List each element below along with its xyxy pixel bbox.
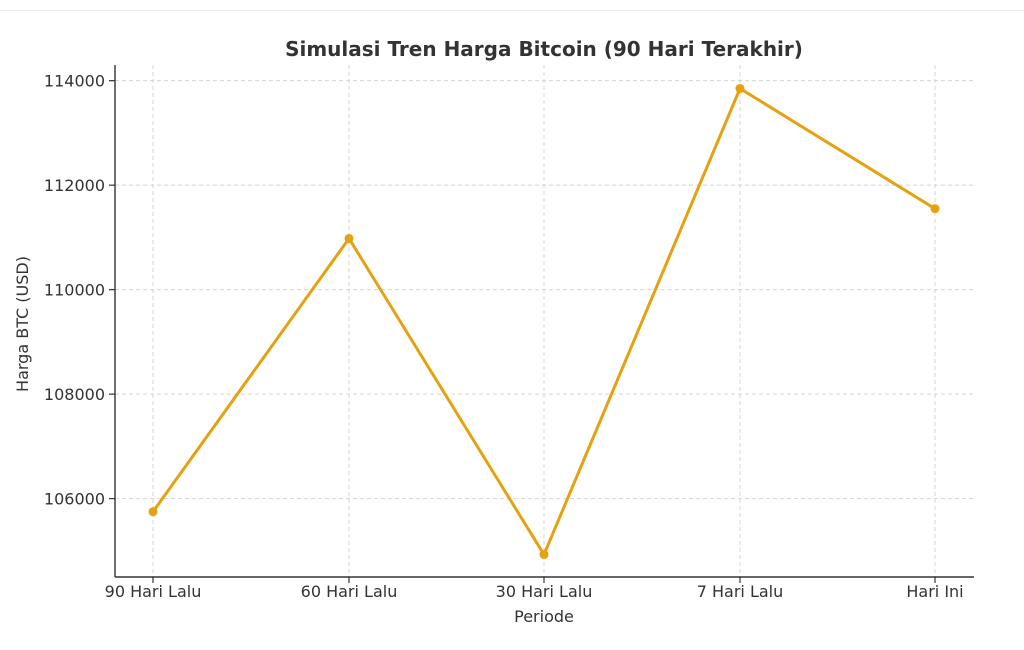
series-layer [148,84,940,560]
data-point [735,84,745,94]
data-point [148,507,158,517]
y-tick-label: 108000 [44,385,105,404]
x-tick-label: 60 Hari Lalu [301,582,398,601]
axis-ticks: 90 Hari Lalu 60 Hari Lalu 30 Hari Lalu 7 Ha… [44,72,964,601]
x-axis-label: Periode [514,607,574,626]
y-tick-label: 110000 [44,281,105,300]
y-tick-label: 106000 [44,490,105,509]
chart-title: Simulasi Tren Harga Bitcoin (90 Hari Ter… [285,37,803,61]
x-tick-label: 30 Hari Lalu [496,582,593,601]
x-tick-label: 7 Hari Lalu [697,582,784,601]
y-tick-label: 114000 [44,72,105,91]
data-point [344,233,354,243]
x-tick-label: Hari Ini [906,582,963,601]
grid-lines [115,65,974,577]
data-point [930,204,940,214]
y-tick-label: 112000 [44,176,105,195]
y-axis-label: Harga BTC (USD) [13,256,32,392]
x-tick-label: 90 Hari Lalu [105,582,202,601]
top-divider [0,10,1024,11]
data-point [539,550,549,560]
